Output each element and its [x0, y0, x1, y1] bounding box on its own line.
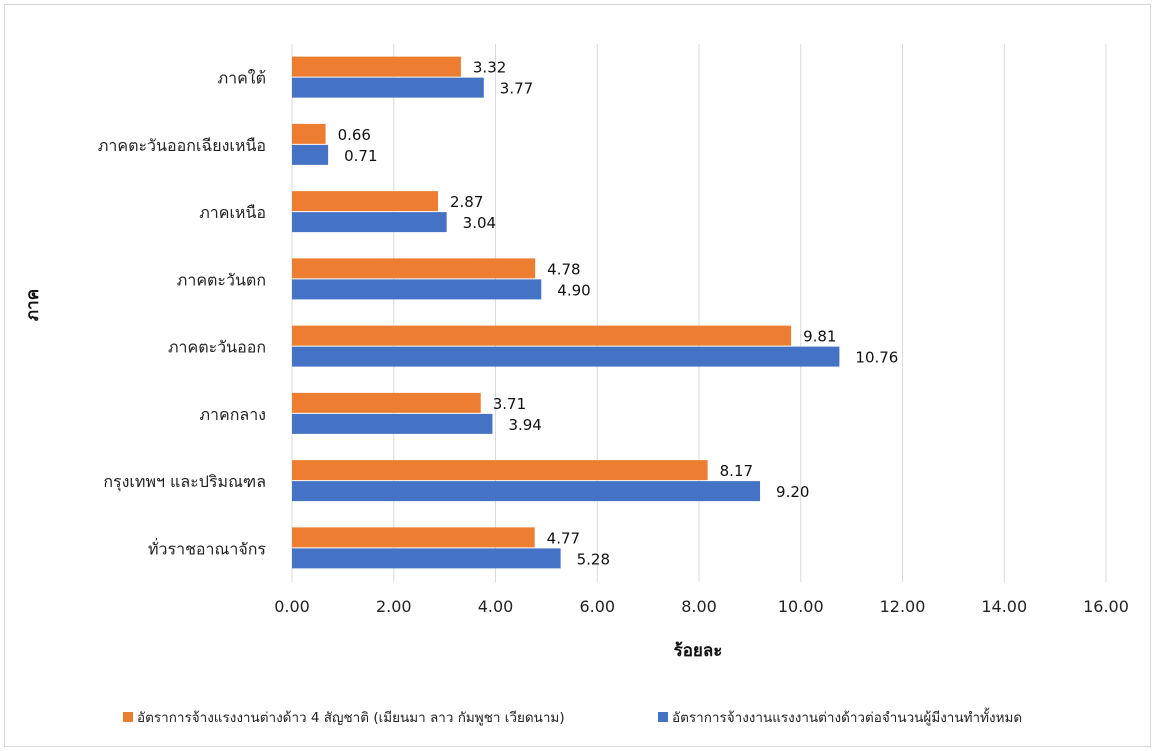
x-tick-label: 12.00 [880, 597, 926, 616]
bar [292, 77, 484, 98]
bar [292, 527, 535, 548]
chart-frame [4, 4, 1151, 747]
x-tick-label: 6.00 [579, 597, 615, 616]
bar [292, 144, 329, 165]
bar [292, 346, 840, 367]
legend-label: อัตราการจ้างงานแรงงานต่างด้าวต่อจำนวนผู้… [672, 707, 1022, 726]
data-label: 3.77 [500, 80, 533, 98]
category-labels: ภาคใต้ภาคตะวันออกเฉียงเหนือภาคเหนือภาคตะ… [98, 69, 267, 559]
category-label: ทั่วราชอาณาจักร [148, 537, 266, 558]
x-tick-labels: 0.00 2.00 4.00 6.00 8.00 10.00 12.00 14.00 16.00 [274, 597, 1129, 616]
x-tick-label: 0.00 [274, 597, 310, 616]
bar [292, 123, 326, 144]
x-tick-label: 2.00 [376, 597, 412, 616]
x-tick-label: 4.00 [478, 597, 514, 616]
bar [292, 191, 439, 212]
bar [292, 325, 792, 346]
category-label: ภาคใต้ [218, 69, 266, 88]
data-label: 9.81 [803, 328, 836, 346]
data-label: 4.90 [557, 281, 590, 299]
data-label: 3.04 [463, 214, 496, 232]
bar [292, 212, 447, 233]
data-label: 0.66 [338, 126, 371, 144]
data-label: 4.77 [547, 529, 580, 547]
y-axis-title: ภาค [23, 289, 43, 321]
x-tick-label: 8.00 [681, 597, 717, 616]
data-label: 8.17 [720, 462, 753, 480]
bar [292, 413, 493, 434]
bar [292, 481, 761, 502]
legend-swatch [658, 712, 668, 722]
category-label: ภาคเหนือ [199, 203, 266, 222]
legend: อัตราการจ้างแรงงานต่างด้าว 4 สัญชาติ (เม… [123, 707, 1022, 726]
category-label: ภาคตะวันออก [168, 338, 266, 357]
bar [292, 279, 542, 300]
data-label: 10.76 [855, 349, 898, 367]
bar [292, 392, 481, 413]
data-label: 0.71 [344, 147, 377, 165]
bar [292, 56, 461, 77]
data-label: 3.71 [493, 395, 526, 413]
bar [292, 258, 536, 279]
category-label: ภาคตะวันออกเฉียงเหนือ [98, 136, 266, 155]
bar [292, 460, 708, 481]
data-label: 4.78 [547, 260, 580, 278]
x-tick-label: 16.00 [1083, 597, 1129, 616]
category-label: ภาคตะวันตก [177, 270, 266, 289]
data-label: 2.87 [450, 193, 483, 211]
gridlines [291, 44, 1107, 582]
data-label: 5.28 [577, 550, 610, 568]
category-label: กรุงเทพฯ และปริมณฑล [103, 472, 266, 492]
x-tick-label: 14.00 [981, 597, 1027, 616]
x-tick-label: 10.00 [778, 597, 824, 616]
x-axis-title: ร้อยละ [674, 641, 723, 661]
bar [292, 548, 561, 569]
legend-swatch [123, 712, 133, 722]
data-labels: 3.32 3.77 0.66 0.71 2.87 3.04 4.78 4.90 9.81 10.7… [338, 59, 899, 569]
data-label: 3.32 [473, 59, 506, 77]
legend-label: อัตราการจ้างแรงงานต่างด้าว 4 สัญชาติ (เม… [137, 710, 565, 726]
data-label: 9.20 [776, 483, 809, 501]
bars [292, 56, 840, 569]
category-label: ภาคกลาง [199, 405, 266, 424]
data-label: 3.94 [508, 416, 541, 434]
